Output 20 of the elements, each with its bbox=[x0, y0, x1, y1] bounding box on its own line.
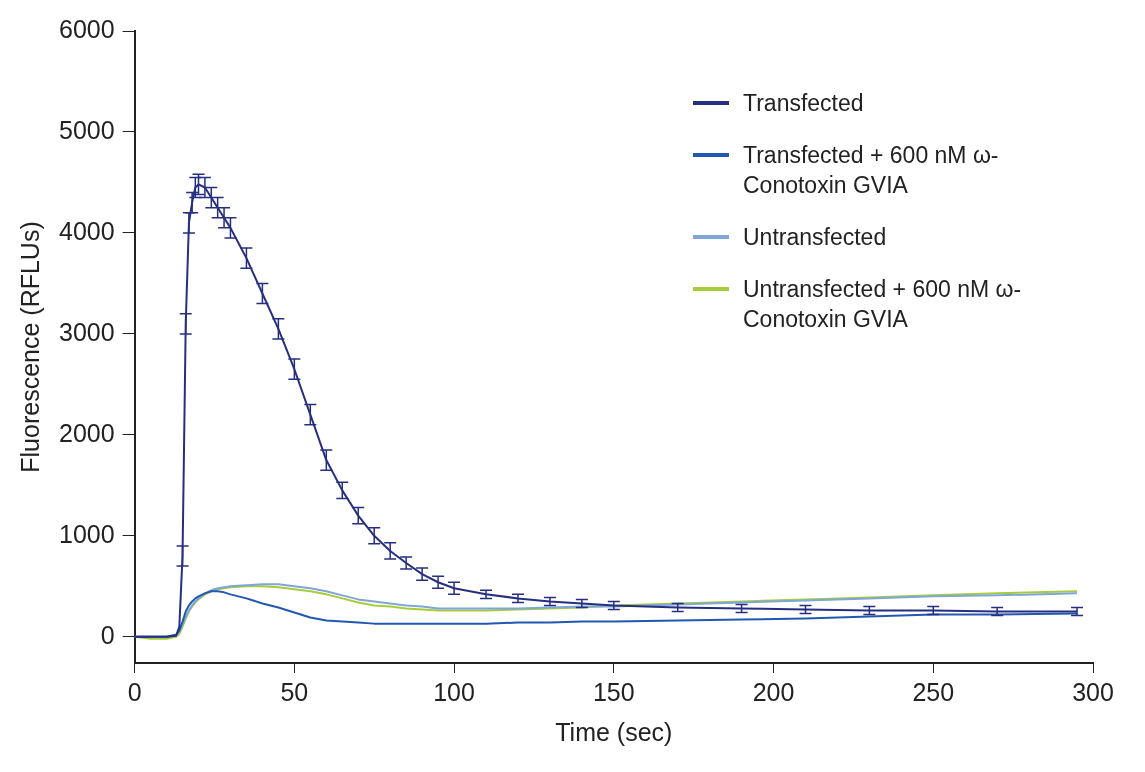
x-tick-label: 300 bbox=[1072, 677, 1114, 706]
y-axis-title: Fluorescence (RFLUs) bbox=[15, 221, 44, 473]
y-tick-label: 4000 bbox=[58, 216, 115, 245]
legend-label: Untransfected bbox=[743, 223, 888, 252]
x-tick-label: 200 bbox=[752, 677, 795, 706]
y-tick-label: 6000 bbox=[58, 14, 115, 43]
y-tick-label: 2000 bbox=[58, 418, 115, 447]
y-tick-label: 1000 bbox=[58, 519, 115, 548]
legend-label: Transfected + 600 nM ω-Conotoxin GVIA bbox=[743, 141, 1000, 200]
x-tick-label: 100 bbox=[433, 677, 475, 706]
x-tick-label: 250 bbox=[912, 677, 955, 706]
x-tick-label: 50 bbox=[280, 677, 309, 706]
x-tick-label: 150 bbox=[592, 677, 635, 706]
legend-label: Untransfected + 600 nM ω-Conotoxin GVIA bbox=[743, 275, 1023, 334]
x-tick-label: 0 bbox=[127, 677, 142, 706]
y-tick-label: 3000 bbox=[58, 317, 115, 346]
y-tick-label: 0 bbox=[100, 620, 115, 649]
x-axis-title: Time (sec) bbox=[555, 717, 673, 746]
legend-label: Transfected bbox=[743, 89, 865, 118]
y-tick-label: 5000 bbox=[58, 115, 115, 144]
